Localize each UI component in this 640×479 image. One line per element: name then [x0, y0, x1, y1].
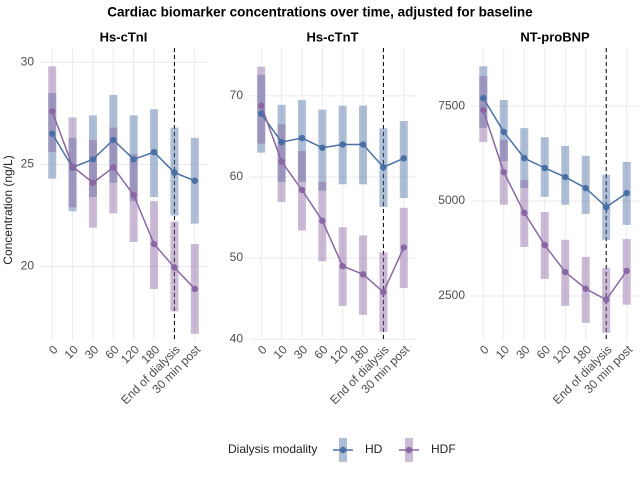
x-tick-label: 30: [513, 342, 533, 362]
legend-key-point: [339, 446, 347, 454]
point: [380, 164, 387, 171]
point: [298, 186, 306, 194]
x-tick-label: 120: [118, 342, 142, 366]
series-line: [482, 110, 628, 301]
series-line: [260, 105, 405, 294]
point: [89, 156, 97, 163]
y-tick-label: 70: [230, 88, 244, 102]
facet-title: Hs-cTnT: [307, 29, 359, 44]
point: [49, 130, 56, 137]
point: [623, 189, 630, 197]
point: [110, 136, 117, 144]
error-range: [581, 155, 590, 214]
y-tick-label: 7500: [438, 98, 465, 112]
x-tick-label: 120: [327, 342, 351, 366]
point: [521, 154, 528, 162]
x-tick-label: 10: [62, 342, 82, 362]
x-tick-label: 30: [291, 342, 311, 362]
point: [521, 209, 528, 216]
y-tick-label: 60: [230, 169, 244, 183]
point: [359, 141, 367, 148]
point: [480, 107, 487, 114]
y-tick-label: 50: [230, 250, 244, 264]
y-axis-label: Concentration (ng/L): [1, 155, 15, 264]
y-tick-label: 5000: [438, 193, 465, 207]
point: [258, 102, 265, 109]
point: [582, 285, 589, 292]
legend-title: Dialysis modality: [228, 442, 317, 456]
point: [541, 241, 548, 249]
point: [110, 164, 117, 171]
point: [319, 217, 326, 224]
point: [298, 134, 306, 142]
y-tick-label: 20: [21, 259, 35, 273]
point: [89, 179, 97, 186]
point: [191, 285, 198, 293]
point: [359, 271, 367, 278]
series-line: [51, 133, 196, 182]
point: [150, 148, 158, 156]
point: [541, 164, 548, 172]
point: [603, 296, 610, 303]
point: [500, 128, 507, 136]
point: [69, 163, 76, 170]
x-tick-label: 0: [46, 342, 61, 357]
y-tick-label: 30: [21, 54, 35, 68]
point: [603, 203, 610, 211]
point: [562, 173, 569, 181]
y-tick-label: 2500: [438, 288, 465, 302]
facet-title: NT-proBNP: [520, 29, 590, 44]
y-tick-label: 25: [21, 157, 35, 171]
point: [582, 184, 589, 192]
point: [623, 267, 630, 275]
chart-title: Cardiac biomarker concentrations over ti…: [107, 5, 533, 20]
point: [339, 141, 346, 148]
x-tick-label: 10: [271, 342, 291, 362]
facet-title: Hs-cTnI: [100, 29, 148, 44]
x-tick-label: 10: [493, 342, 513, 362]
x-tick-label: 0: [477, 342, 492, 357]
series-line: [260, 113, 405, 169]
legend-label: HD: [365, 442, 383, 456]
point: [191, 177, 198, 184]
point: [400, 155, 407, 162]
legend-label: HDF: [431, 442, 456, 456]
point: [278, 158, 285, 165]
point: [171, 169, 178, 176]
series-line: [51, 111, 196, 290]
x-tick-label: 0: [255, 342, 270, 357]
series-line: [482, 97, 628, 209]
point: [339, 262, 346, 270]
x-tick-label: 120: [550, 342, 574, 366]
point: [400, 244, 407, 251]
point: [278, 138, 285, 146]
point: [171, 264, 178, 271]
error-range: [68, 137, 77, 212]
point: [150, 240, 158, 248]
point: [480, 94, 487, 102]
y-tick-label: 40: [230, 331, 244, 345]
legend-key-point: [405, 446, 413, 454]
point: [130, 156, 137, 163]
point: [130, 191, 137, 199]
point: [319, 144, 326, 151]
point: [49, 108, 56, 115]
point: [562, 268, 569, 276]
x-tick-label: 30: [82, 342, 102, 362]
point: [380, 288, 387, 296]
point: [500, 168, 507, 176]
error-range: [68, 117, 77, 208]
